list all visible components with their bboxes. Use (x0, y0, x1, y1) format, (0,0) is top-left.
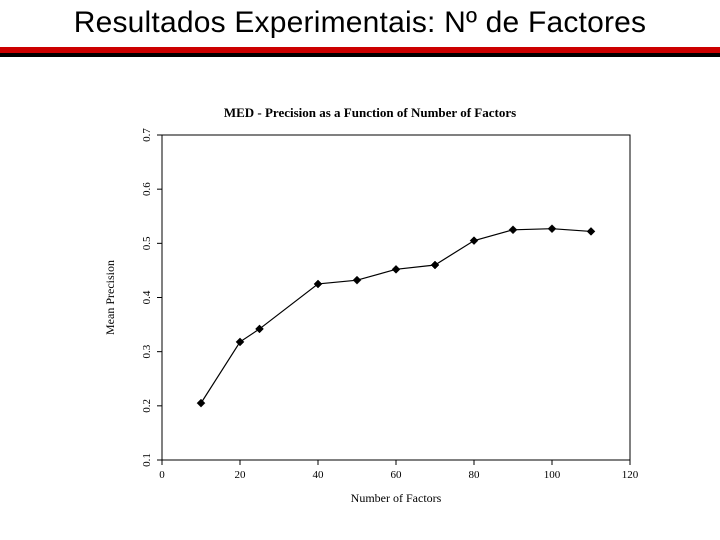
svg-text:0.5: 0.5 (141, 236, 153, 250)
slide: Resultados Experimentais: Nº de Factores… (0, 0, 720, 540)
svg-text:80: 80 (469, 469, 481, 481)
svg-text:0.7: 0.7 (141, 128, 153, 142)
precision-line-chart: 0 20 40 60 80 100 120 0.1 0.2 0.3 0.4 0.5 0.6 0.7 Numb… (90, 125, 650, 515)
svg-text:Number of Factors: Number of Factors (351, 491, 442, 505)
svg-text:0.3: 0.3 (141, 344, 153, 358)
svg-text:0.4: 0.4 (141, 290, 153, 304)
divider-black (0, 53, 720, 57)
svg-text:120: 120 (622, 469, 639, 481)
svg-text:0.2: 0.2 (141, 399, 153, 413)
svg-text:Mean Precision: Mean Precision (103, 260, 117, 335)
svg-text:0.1: 0.1 (141, 453, 153, 467)
svg-text:60: 60 (391, 469, 403, 481)
svg-text:100: 100 (544, 469, 561, 481)
svg-text:40: 40 (313, 469, 325, 481)
slide-title: Resultados Experimentais: Nº de Factores (0, 0, 720, 41)
svg-text:0.6: 0.6 (141, 182, 153, 196)
svg-text:0: 0 (159, 469, 165, 481)
svg-text:20: 20 (235, 469, 247, 481)
chart-title: MED - Precision as a Function of Number … (90, 105, 650, 121)
chart-container: MED - Precision as a Function of Number … (90, 105, 650, 515)
